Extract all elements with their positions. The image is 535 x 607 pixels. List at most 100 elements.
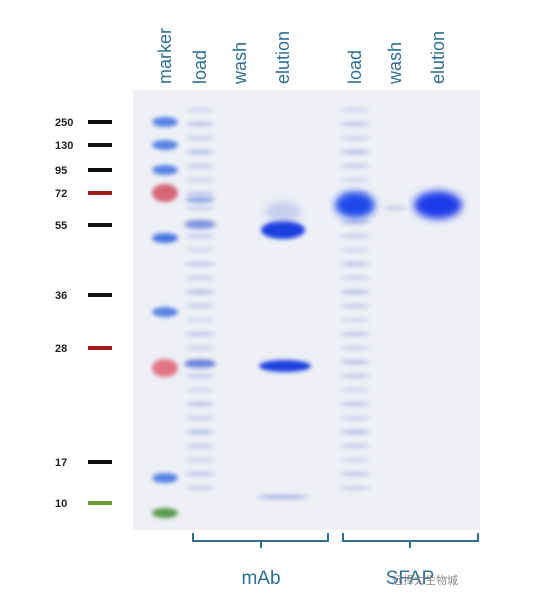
band (340, 276, 370, 280)
band (340, 332, 370, 336)
band (152, 233, 178, 243)
mw-tick (88, 501, 112, 505)
mw-tick (88, 293, 112, 297)
band (185, 458, 215, 462)
band (185, 374, 215, 378)
band (414, 191, 462, 219)
band (185, 318, 215, 322)
band (185, 346, 215, 350)
band (152, 165, 178, 175)
band (185, 164, 215, 168)
band (184, 360, 216, 368)
band (185, 150, 215, 154)
band (340, 374, 370, 378)
mw-label: 55 (55, 220, 67, 232)
bracket (342, 533, 479, 548)
mw-tick (88, 120, 112, 124)
band (185, 416, 215, 420)
band (340, 136, 370, 140)
band (340, 472, 370, 476)
band (185, 332, 215, 336)
band (265, 202, 301, 222)
lane-label: wash (230, 42, 250, 85)
mw-tick (88, 223, 112, 227)
lane-label: marker (155, 28, 175, 84)
band (185, 290, 215, 294)
band (340, 220, 370, 224)
band (340, 248, 370, 252)
band (340, 234, 370, 238)
mw-tick (88, 191, 112, 195)
band (340, 178, 370, 182)
band (261, 221, 305, 239)
band (340, 108, 370, 112)
band (340, 458, 370, 462)
mw-label: 10 (55, 498, 67, 510)
band (185, 444, 215, 448)
mw-tick (88, 168, 112, 172)
band (184, 221, 216, 229)
mw-label: 28 (55, 343, 67, 355)
band (257, 495, 309, 499)
lane-label: wash (385, 42, 405, 85)
band (185, 206, 215, 210)
band (335, 192, 375, 218)
band (340, 416, 370, 420)
lane-label: elution (273, 31, 293, 84)
band (185, 472, 215, 476)
group-label: mAb (241, 568, 280, 589)
band (185, 136, 215, 140)
band (340, 150, 370, 154)
band (340, 304, 370, 308)
mw-tick (88, 346, 112, 350)
watermark: 远择力生物城 (392, 573, 458, 587)
mw-label: 95 (55, 165, 67, 177)
band (185, 276, 215, 280)
band (185, 430, 215, 434)
band (185, 192, 215, 196)
lane-label: elution (428, 31, 448, 84)
band (185, 178, 215, 182)
band (340, 164, 370, 168)
mw-label: 36 (55, 290, 67, 302)
band (152, 140, 178, 150)
band (340, 430, 370, 434)
band (152, 508, 178, 518)
band (152, 473, 178, 483)
band (185, 262, 215, 266)
band (259, 360, 311, 372)
band (185, 486, 215, 490)
mw-label: 17 (55, 457, 67, 469)
band (340, 122, 370, 126)
gel (133, 90, 480, 530)
band (340, 346, 370, 350)
lane-label: load (190, 50, 210, 84)
mw-tick (88, 143, 112, 147)
band (383, 206, 407, 210)
band (185, 197, 215, 203)
band (152, 359, 178, 377)
band (185, 388, 215, 392)
band (340, 402, 370, 406)
band (340, 486, 370, 490)
band (152, 117, 178, 127)
bracket (192, 533, 329, 548)
mw-tick (88, 460, 112, 464)
bands (152, 108, 462, 518)
band (185, 234, 215, 238)
band (185, 304, 215, 308)
group-label: SFAP (386, 568, 435, 589)
mw-label: 72 (55, 188, 67, 200)
band (340, 360, 370, 364)
mw-label: 250 (55, 117, 73, 129)
band (185, 248, 215, 252)
band (152, 184, 178, 202)
band (340, 318, 370, 322)
band (185, 402, 215, 406)
band (340, 290, 370, 294)
band (185, 122, 215, 126)
band (340, 262, 370, 266)
band (152, 307, 178, 317)
band (340, 444, 370, 448)
